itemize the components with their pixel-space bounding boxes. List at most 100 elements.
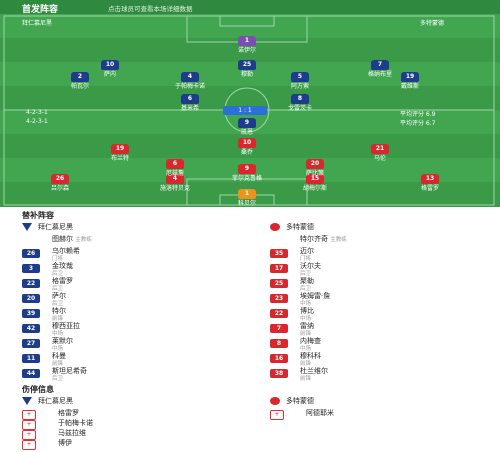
player-name: 施洛特贝克 <box>159 185 190 192</box>
sub-player-row[interactable]: 8 内梅查 中场 <box>270 336 500 352</box>
sub-player-name: 萨尔 <box>52 292 66 300</box>
subs-title: 替补阵容 <box>22 211 54 220</box>
injuries-title: 伤停信息 <box>22 385 54 394</box>
player-name: 穆勒 <box>240 71 253 78</box>
home-player[interactable]: 6 基米希 <box>155 94 225 112</box>
away-player[interactable]: 19 布兰特 <box>85 144 155 162</box>
player-name: 胡梅尔斯 <box>302 185 327 192</box>
sub-player-position: 后卫 <box>300 271 312 277</box>
away-player[interactable]: 13 格雷罗 <box>395 174 465 192</box>
injury-icon: + <box>22 410 36 420</box>
injuries-home-team[interactable]: 拜仁慕尼黑 <box>22 396 73 406</box>
jersey-icon: 5 <box>291 72 309 82</box>
sub-player-row[interactable]: 23 埃姆雷·詹 中场 <box>270 291 500 307</box>
sub-player-position: 前锋 <box>52 361 64 367</box>
player-name: 马伦 <box>373 155 386 162</box>
injury-row[interactable]: + 格雷罗 <box>22 408 257 422</box>
sub-player-row[interactable]: 22 格雷罗 后卫 <box>22 276 257 292</box>
home-player[interactable]: 10 萨内 <box>75 60 145 78</box>
home-team-logo-icon <box>22 397 32 405</box>
player-name: 凯恩 <box>240 129 253 136</box>
player-name: 萨内 <box>103 71 116 78</box>
away-player[interactable]: 20 萨比策 <box>280 159 350 177</box>
home-coach-role: 主教练 <box>75 237 92 243</box>
home-coach: 图赫尔 主教练 <box>52 234 92 244</box>
sub-player-row[interactable]: 3 金玟哉 后卫 <box>22 261 257 277</box>
sub-player-row[interactable]: 22 博比 中场 <box>270 306 500 322</box>
away-player[interactable]: 21 马伦 <box>345 144 415 162</box>
sub-player-position: 中场 <box>52 331 64 337</box>
sub-player-row[interactable]: 11 科曼 前锋 <box>22 351 257 367</box>
away-coach-name: 特尔齐奇 <box>300 235 328 243</box>
home-player[interactable]: 8 戈雷茨卡 <box>265 94 335 112</box>
away-player[interactable]: 6 厄兹詹 <box>140 159 210 177</box>
home-player[interactable]: 4 于帕梅卡诺 <box>155 72 225 90</box>
away-player[interactable]: 1 科贝尔 <box>212 189 282 207</box>
home-player[interactable]: 1 诺伊尔 <box>212 36 282 54</box>
home-player[interactable]: 7 格纳布里 <box>345 60 415 78</box>
player-name: 吕尔森 <box>50 185 69 192</box>
jersey-icon: 39 <box>22 309 40 318</box>
jersey-icon: 19 <box>401 72 419 82</box>
home-player[interactable]: 9 凯恩 <box>212 118 282 136</box>
sub-player-row[interactable]: 39 特尔 前锋 <box>22 306 257 322</box>
jersey-icon: 42 <box>22 324 40 333</box>
subs-home-team[interactable]: 拜仁慕尼黑 <box>22 222 73 232</box>
sub-player-row[interactable]: 20 萨尔 后卫 <box>22 291 257 307</box>
sub-player-name: 金玟哉 <box>52 262 73 270</box>
sub-player-name: 穆西亚拉 <box>52 322 80 330</box>
sub-player-row[interactable]: 44 斯坦尼希奇 后卫 <box>22 366 257 382</box>
jersey-icon: 17 <box>270 264 288 273</box>
sub-player-name: 科曼 <box>52 352 66 360</box>
away-team-logo-icon <box>270 223 280 231</box>
jersey-icon: 23 <box>270 294 288 303</box>
sub-player-row[interactable]: 26 乌尔赖希 门将 <box>22 246 257 262</box>
jersey-icon: 26 <box>51 174 69 184</box>
subs-away-team[interactable]: 多特蒙德 <box>270 222 314 232</box>
injuries-away-team[interactable]: 多特蒙德 <box>270 396 314 406</box>
jersey-icon: 25 <box>270 279 288 288</box>
jersey-icon: 9 <box>238 118 256 128</box>
sub-player-row[interactable]: 16 穆科科 前锋 <box>270 351 500 367</box>
jersey-icon: 3 <box>22 264 40 273</box>
jersey-icon: 6 <box>166 159 184 169</box>
home-player[interactable]: 25 穆勒 <box>212 60 282 78</box>
player-name: 诺伊尔 <box>237 47 256 54</box>
injury-row[interactable]: + 于帕梅卡诺 <box>22 418 257 432</box>
injury-row[interactable]: + 博伊 <box>22 438 257 452</box>
player-name: 格纳布里 <box>367 71 392 78</box>
sub-player-name: 迈尔 <box>300 247 314 255</box>
away-player[interactable]: 15 胡梅尔斯 <box>280 174 350 192</box>
sub-player-name: 穆科科 <box>300 352 321 360</box>
away-player[interactable]: 4 施洛特贝克 <box>140 174 210 192</box>
jersey-icon: 2 <box>71 72 89 82</box>
player-name: 布兰特 <box>110 155 129 162</box>
sub-player-position: 后卫 <box>52 286 64 292</box>
lineup-subtitle: 点击球员可查看本场详细数据 <box>108 5 193 13</box>
home-player[interactable]: 19 戴维斯 <box>375 72 445 90</box>
sub-player-row[interactable]: 42 穆西亚拉 中场 <box>22 321 257 337</box>
home-player[interactable]: 5 阿方索 <box>265 72 335 90</box>
injured-player-name: 格雷罗 <box>58 409 79 417</box>
sub-player-row[interactable]: 25 聚勒 后卫 <box>270 276 500 292</box>
sub-player-row[interactable]: 35 迈尔 门将 <box>270 246 500 262</box>
jersey-icon: 9 <box>238 164 256 174</box>
player-name: 桑乔 <box>240 149 253 156</box>
sub-player-row[interactable]: 17 沃尔夫 后卫 <box>270 261 500 277</box>
sub-player-row[interactable]: 27 莱默尔 中场 <box>22 336 257 352</box>
jersey-icon: 1 <box>238 189 256 199</box>
sub-player-row[interactable]: 7 雷纳 前锋 <box>270 321 500 337</box>
jersey-icon: 8 <box>291 94 309 104</box>
injury-row[interactable]: + 阿德耶米 <box>270 408 500 422</box>
sub-player-name: 格雷罗 <box>52 277 73 285</box>
sub-player-row[interactable]: 38 杜兰维尔 前锋 <box>270 366 500 382</box>
away-player[interactable]: 10 桑乔 <box>212 138 282 156</box>
sub-player-name: 特尔 <box>52 307 66 315</box>
home-player[interactable]: 2 帕瓦尔 <box>45 72 115 90</box>
away-formation: 4-2-3-1 <box>26 118 48 125</box>
away-player[interactable]: 26 吕尔森 <box>25 174 95 192</box>
sub-player-name: 乌尔赖希 <box>52 247 80 255</box>
sub-player-position: 门将 <box>52 256 64 262</box>
jersey-icon: 13 <box>421 174 439 184</box>
away-player[interactable]: 9 菲尔克鲁格 <box>212 164 282 182</box>
